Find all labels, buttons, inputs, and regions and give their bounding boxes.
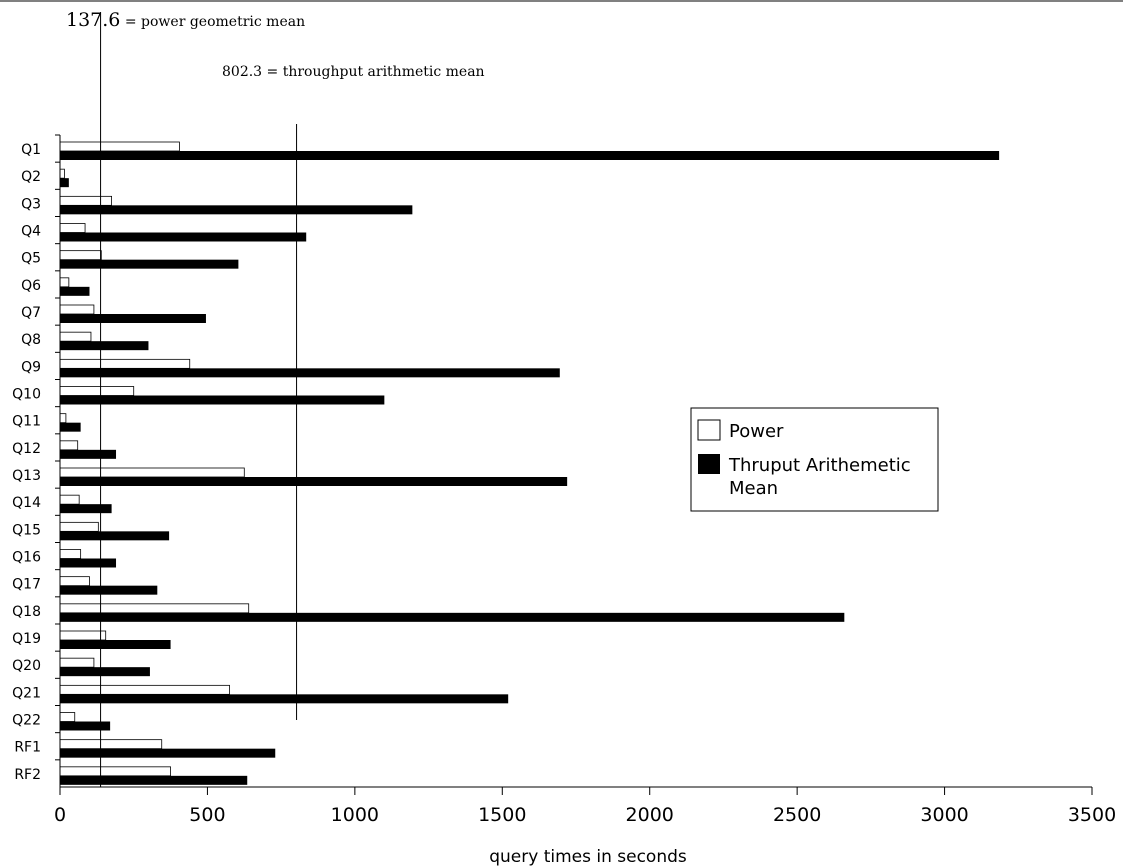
bar-thruput <box>60 205 413 215</box>
category-label: Q1 <box>21 142 41 158</box>
bar-power <box>59 358 191 369</box>
category-label: Q15 <box>12 522 41 538</box>
category-label: RF2 <box>14 767 41 783</box>
annotation-text: = power geometric mean <box>120 14 305 30</box>
x-tick-label: 1000 <box>331 804 379 826</box>
bar-thruput <box>60 612 845 622</box>
bar-thruput <box>60 314 206 323</box>
bar-power <box>59 331 92 342</box>
bar-power <box>59 304 95 315</box>
category-label: Q19 <box>12 631 41 647</box>
category-label: Q8 <box>21 332 41 348</box>
x-tick-label: 3000 <box>920 804 968 826</box>
bar-thruput <box>60 259 239 269</box>
legend-label-thruput: Thruput Arithemetic Mean <box>728 455 911 499</box>
annotation-throughput-mean: 802.3 = throughput arithmetic mean <box>222 64 485 80</box>
category-label: Q4 <box>21 224 41 240</box>
bar-power <box>59 141 180 152</box>
bar-power <box>59 766 171 777</box>
bar-thruput <box>60 286 90 296</box>
x-tick-label: 1500 <box>478 804 526 826</box>
x-tick-label: 2000 <box>626 804 674 826</box>
bar-thruput <box>60 694 509 704</box>
bar-thruput <box>60 775 248 785</box>
legend: Power Thruput Arithemetic Mean <box>690 407 939 512</box>
bar-thruput <box>60 422 81 432</box>
category-label: Q12 <box>12 441 41 457</box>
bar-thruput <box>60 531 170 541</box>
legend-label-power: Power <box>729 421 784 442</box>
bar-thruput <box>60 585 158 595</box>
category-label: RF1 <box>14 740 41 756</box>
bar-power <box>59 712 76 722</box>
bar-thruput <box>60 178 69 188</box>
bar-thruput <box>60 504 112 514</box>
annotation-value: 802.3 <box>222 64 262 80</box>
category-label: Q14 <box>12 495 41 511</box>
bar-thruput <box>60 449 117 459</box>
bar-power <box>59 250 102 261</box>
bar-power <box>59 657 95 668</box>
bar-power <box>59 440 79 451</box>
axes: Q1 Q2 Q3 Q4 Q5 Q6 Q7 Q8 Q9 Q10 Q11 Q12 Q13 Q14 Q15 Q16 Q… <box>12 134 1116 867</box>
category-label: Q5 <box>21 251 41 267</box>
category-label: Q3 <box>21 196 41 212</box>
category-label: Q9 <box>21 359 41 375</box>
category-label: Q17 <box>12 577 41 593</box>
category-label: Q2 <box>21 169 41 185</box>
bar-power <box>59 195 112 206</box>
annotation-text: = throughput arithmetic mean <box>262 64 484 80</box>
bar-power <box>59 739 163 750</box>
x-tick-label: 0 <box>54 804 66 826</box>
bar-thruput <box>60 341 149 351</box>
bar-thruput <box>60 667 150 677</box>
category-label: Q22 <box>12 713 41 729</box>
bar-power <box>59 521 99 532</box>
category-label: Q10 <box>12 387 41 403</box>
category-label: Q18 <box>12 604 41 620</box>
annotation-power-geomean: 137.6 = power geometric mean <box>66 9 305 31</box>
legend-swatch-thruput <box>698 454 720 474</box>
bar-power <box>59 576 90 587</box>
x-tick-label: 3500 <box>1068 804 1116 826</box>
category-label: Q6 <box>21 278 41 294</box>
category-label: Q7 <box>21 305 41 321</box>
bar-power <box>59 277 70 288</box>
bar-power <box>59 603 250 614</box>
bar-power <box>59 467 245 478</box>
bar-thruput <box>60 232 307 242</box>
category-label: Q11 <box>12 414 41 430</box>
bar-thruput <box>60 368 560 378</box>
bars <box>59 141 1000 785</box>
bar-thruput <box>60 395 385 405</box>
bar-power <box>59 413 67 424</box>
bar-thruput <box>60 748 276 758</box>
category-label: Q16 <box>12 550 41 566</box>
annotation-value: 137.6 <box>66 9 120 31</box>
bar-power <box>59 549 82 559</box>
bar-thruput <box>60 721 111 731</box>
bar-power <box>59 168 65 179</box>
bar-thruput <box>60 640 171 649</box>
x-tick-label: 2500 <box>773 804 821 826</box>
legend-box <box>690 407 939 512</box>
bar-thruput <box>60 477 568 486</box>
category-label: Q20 <box>12 658 41 674</box>
bar-power <box>59 386 135 396</box>
category-label: Q21 <box>12 685 41 701</box>
category-label: Q13 <box>12 468 41 484</box>
bar-power <box>59 494 80 505</box>
reference-lines: 137.6 = power geometric mean 802.3 = thro… <box>66 9 485 787</box>
bar-thruput <box>60 558 117 568</box>
bar-power <box>59 684 230 695</box>
bar-power <box>59 223 86 233</box>
bar-power <box>59 630 107 641</box>
bar-thruput <box>60 151 1000 160</box>
x-tick-label: 500 <box>189 804 225 826</box>
x-axis-title: query times in seconds <box>489 847 687 867</box>
legend-swatch-power <box>697 419 721 441</box>
